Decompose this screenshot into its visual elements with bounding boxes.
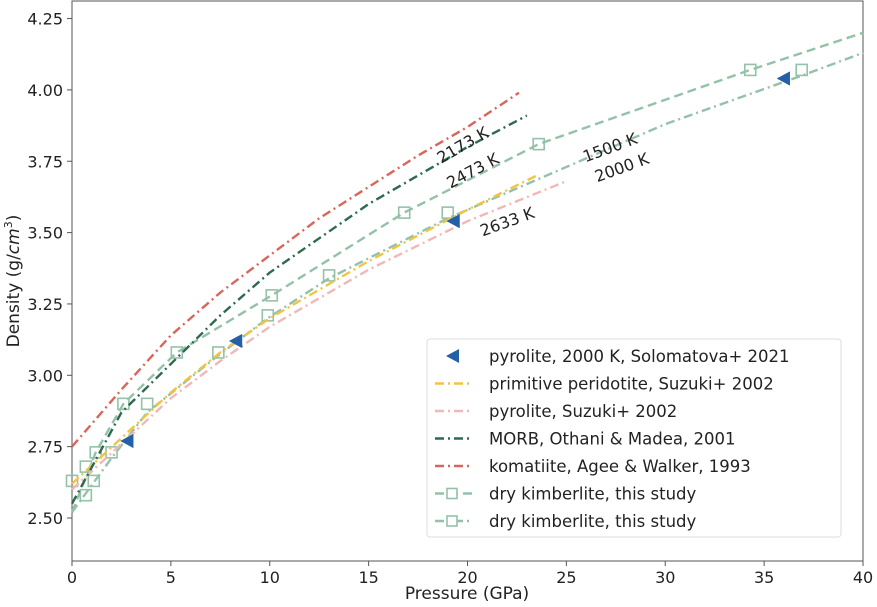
temperature-annotation: 2633 K: [477, 203, 537, 240]
y-tick-label: 3.25: [27, 295, 63, 314]
legend: pyrolite, 2000 K, Solomatova+ 2021 primit…: [426, 338, 842, 538]
legend-label: dry kimberlite, this study: [489, 512, 697, 531]
legend-label: komatiite, Agee & Walker, 1993: [489, 457, 751, 476]
y-axis-label: Density (g/cm3): [2, 215, 24, 348]
y-tick-label: 2.75: [27, 438, 63, 457]
square-marker-6-3: [140, 397, 154, 411]
legend-label: pyrolite, 2000 K, Solomatova+ 2021: [489, 347, 790, 366]
legend-item-4: komatiite, Agee & Walker, 1993: [435, 457, 751, 476]
x-tick-label: 5: [166, 568, 176, 587]
x-tick-label: 15: [358, 568, 378, 587]
legend-item-2: pyrolite, Suzuki+ 2002: [435, 402, 677, 421]
legend-square-icon: [446, 515, 458, 527]
square-marker-6-4: [212, 346, 225, 359]
y-tick-label: 4.00: [27, 81, 63, 100]
legend-item-5: dry kimberlite, this study: [435, 485, 697, 504]
y-tick-label: 2.50: [27, 509, 63, 528]
y-tick-label: 3.75: [27, 152, 63, 171]
square-marker-5-0: [65, 474, 79, 488]
x-tick-label: 10: [260, 568, 280, 587]
square-marker-6-8: [795, 63, 808, 77]
legend-square-icon: [446, 487, 458, 500]
square-marker-5-4: [170, 346, 184, 359]
x-tick-label: 25: [556, 568, 576, 587]
y-tick-label: 4.25: [27, 10, 63, 29]
square-marker-6-5: [261, 309, 275, 322]
square-marker-5-7: [532, 137, 545, 151]
series-line-5: [70, 31, 864, 513]
legend-item-3: MORB, Othani & Madea, 2001: [435, 430, 736, 449]
square-marker-5-8: [743, 63, 757, 77]
triangle-point-top-0: [120, 433, 134, 448]
x-tick-label: 20: [457, 568, 477, 587]
series-line-1: [71, 174, 538, 485]
x-tick-label: 30: [655, 568, 675, 587]
series-line-4: [71, 91, 520, 448]
triangle-point-top-3: [776, 71, 790, 86]
legend-label: pyrolite, Suzuki+ 2002: [489, 402, 677, 421]
x-tick-label: 0: [67, 568, 77, 587]
series-line-3: [70, 114, 528, 505]
square-marker-5-6: [397, 206, 411, 219]
square-marker-6-0: [79, 488, 93, 502]
legend-item-1: primitive peridotite, Suzuki+ 2002: [435, 375, 774, 394]
square-marker-6-6: [322, 269, 336, 282]
square-marker-6-1: [87, 474, 101, 488]
square-marker-5-5: [265, 289, 279, 302]
legend-triangle-icon: [446, 349, 459, 363]
triangle-point-top-2: [446, 214, 460, 229]
legend-item-6: dry kimberlite, this study: [435, 512, 697, 531]
legend-label: primitive peridotite, Suzuki+ 2002: [489, 375, 774, 394]
legend-label: MORB, Othani & Madea, 2001: [489, 430, 736, 449]
legend-label: dry kimberlite, this study: [489, 485, 697, 504]
square-marker-6-7: [441, 206, 455, 219]
triangle-point-top-1: [229, 334, 243, 349]
legend-item-0: pyrolite, 2000 K, Solomatova+ 2021: [446, 347, 790, 366]
y-tick-label: 3.50: [27, 224, 63, 243]
x-tick-label: 40: [853, 568, 873, 587]
x-tick-label: 35: [754, 568, 774, 587]
x-axis-label: Pressure (GPa): [405, 584, 529, 603]
y-tick-label: 3.00: [27, 366, 63, 385]
